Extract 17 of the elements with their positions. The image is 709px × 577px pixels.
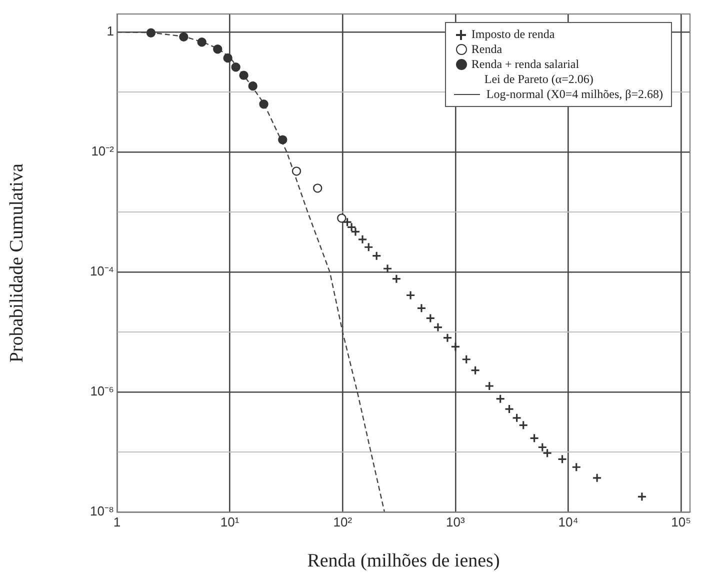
y-axis-title: Probabilidade Cumulativa — [6, 162, 28, 362]
x-tick-label: 10³ — [446, 514, 466, 530]
legend-label: Renda + renda salarial — [471, 57, 580, 72]
y-tick-label: 10⁻⁶ — [90, 384, 114, 399]
x-tick-label: 10² — [333, 514, 353, 530]
x-tick-label: 10⁴ — [558, 514, 578, 530]
x-tick-label: 10⁵ — [671, 514, 691, 530]
y-tick-label: 10⁻² — [91, 144, 115, 159]
y-tick-label: 1 — [106, 24, 114, 39]
y-tick-label: 10⁻⁸ — [90, 504, 114, 519]
legend-label: Imposto de renda — [471, 27, 555, 42]
legend-label: Renda — [471, 42, 502, 57]
legend-label: Log-normal (X0=4 milhões, β=2.68) — [486, 87, 663, 102]
y-tick-label: 10⁻⁴ — [90, 264, 114, 279]
annotation: Lei de Pareto (α=2.06) — [483, 72, 594, 87]
x-axis-title: Renda (milhões de ienes) — [307, 550, 500, 572]
x-tick-label: 10¹ — [220, 514, 240, 530]
